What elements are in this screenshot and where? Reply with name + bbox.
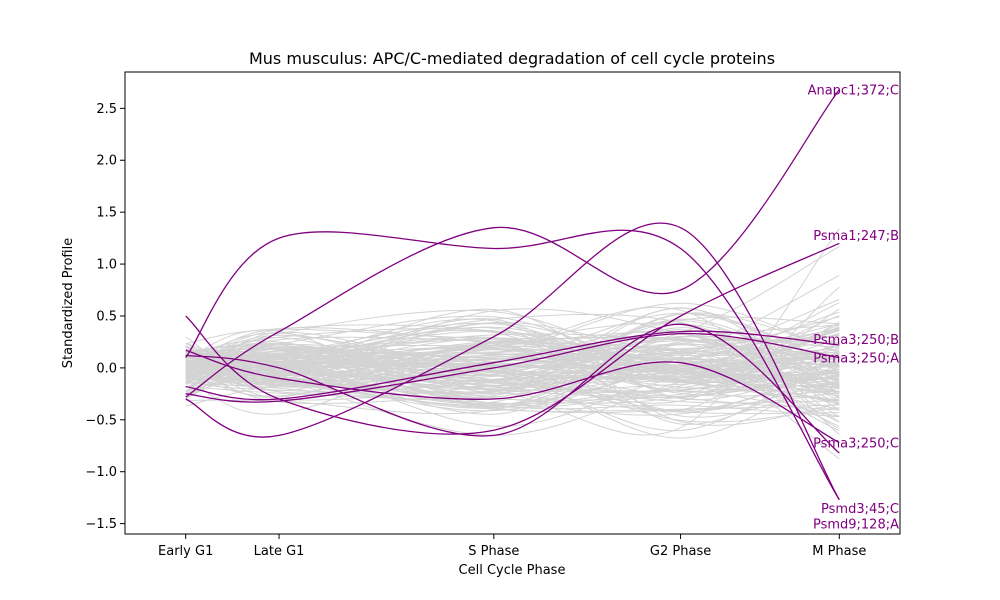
highlighted-series-line xyxy=(185,349,840,444)
x-tick-label: Late G1 xyxy=(254,544,305,559)
series-labels: Anapc1;372;C Psma1;247;B Psma3;250;B Psma3;… xyxy=(808,84,900,533)
background-series-line xyxy=(185,313,840,404)
background-series-line xyxy=(185,330,840,375)
y-tick-label: 0.5 xyxy=(96,309,117,324)
background-series-line xyxy=(185,341,840,375)
background-series-line xyxy=(185,321,840,397)
highlighted-series-line xyxy=(185,229,840,501)
y-tick-label: 0.0 xyxy=(96,361,117,376)
y-tick-label: 1.5 xyxy=(96,206,117,221)
background-series-line xyxy=(185,336,840,379)
series-label: Psma3;250;B xyxy=(813,333,899,348)
y-axis-title: Standardized Profile xyxy=(61,238,76,368)
background-series-line xyxy=(185,316,840,378)
chart-title: Mus musculus: APC/C-mediated degradation… xyxy=(249,49,775,68)
x-tick-label: M Phase xyxy=(812,544,866,559)
series-label: Psma3;250;A xyxy=(813,352,899,367)
background-series-line xyxy=(185,358,840,413)
y-axis: −1.5 −1.0 −0.5 0.0 0.5 1.0 1.5 2.0 2.5 xyxy=(85,102,125,532)
background-series-line xyxy=(185,343,840,395)
series-label: Anapc1;372;C xyxy=(808,84,899,99)
background-series-line xyxy=(185,352,840,383)
y-tick-label: 1.0 xyxy=(96,258,117,273)
highlighted-series-line xyxy=(185,330,840,401)
highlighted-series-line xyxy=(185,89,840,398)
series-label: Psmd9;128;A xyxy=(813,518,899,533)
background-series-line xyxy=(185,341,840,418)
series-label: Psma3;250;C xyxy=(813,437,899,452)
highlighted-series-group xyxy=(185,89,840,501)
y-tick-label: −1.0 xyxy=(85,465,117,480)
x-tick-label: S Phase xyxy=(468,544,519,559)
series-label: Psmd3;45;C xyxy=(821,502,899,517)
highlighted-series-line xyxy=(185,332,840,403)
x-tick-label: Early G1 xyxy=(158,544,213,559)
background-series-line xyxy=(185,372,840,388)
y-tick-label: −0.5 xyxy=(85,413,117,428)
background-series-line xyxy=(185,342,840,374)
background-series-line xyxy=(185,333,840,364)
highlighted-series-line xyxy=(185,323,840,454)
y-tick-label: 2.5 xyxy=(96,102,117,117)
y-tick-label: 2.0 xyxy=(96,154,117,169)
x-tick-label: G2 Phase xyxy=(650,544,711,559)
highlighted-series-line xyxy=(185,222,840,501)
background-series-line xyxy=(185,355,840,393)
series-label: Psma1;247;B xyxy=(813,229,899,244)
x-axis-title: Cell Cycle Phase xyxy=(459,563,566,578)
plot-frame xyxy=(124,71,901,535)
background-series-line xyxy=(185,337,840,397)
y-tick-label: −1.5 xyxy=(85,517,117,532)
background-series-line xyxy=(185,348,840,376)
background-series-line xyxy=(185,350,840,392)
x-axis: Early G1 Late G1 S Phase G2 Phase M Phase xyxy=(158,534,866,559)
background-series-line xyxy=(185,302,840,382)
